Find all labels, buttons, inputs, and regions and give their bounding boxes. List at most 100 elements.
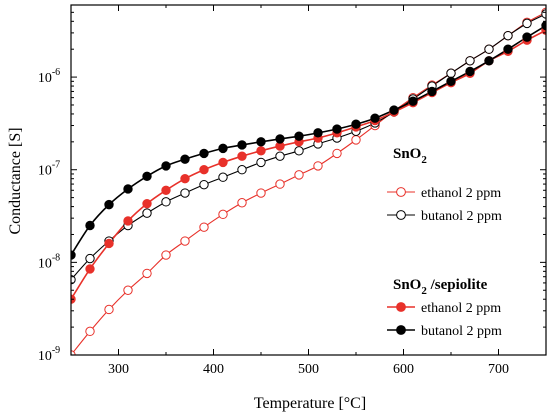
legend-marker xyxy=(396,325,406,335)
series-1-point xyxy=(503,30,513,41)
series-3-point xyxy=(123,184,133,194)
series-0-point xyxy=(123,285,133,295)
series-1-point xyxy=(446,68,456,78)
legend-heading-main: SnO xyxy=(393,277,421,293)
series-1-point xyxy=(294,146,304,156)
series-line-1 xyxy=(71,13,546,281)
y-axis-ticks: 10-910-810-710-6 xyxy=(38,11,546,364)
series-0-point xyxy=(104,304,114,315)
y-tick-base: 10 xyxy=(38,349,52,364)
legend-label: butanol 2 ppm xyxy=(421,324,502,339)
legend-heading-main: SnO xyxy=(393,146,421,162)
series-0-point xyxy=(313,161,323,171)
series-3-point xyxy=(142,171,152,181)
x-tick-label: 300 xyxy=(108,362,129,377)
legend-heading-sub: 2 xyxy=(421,285,427,297)
series-3-point xyxy=(104,199,114,210)
series-0-point xyxy=(332,148,342,159)
series-2-point xyxy=(123,216,133,226)
x-tick-label: 400 xyxy=(203,362,224,377)
y-axis-title: Conductance [S] xyxy=(7,127,24,234)
series-0-point xyxy=(237,198,247,208)
y-tick-label: 10-8 xyxy=(38,252,60,271)
x-tick-label: 700 xyxy=(488,362,509,377)
series-3-point xyxy=(256,137,266,147)
y-tick-base: 10 xyxy=(38,71,52,86)
legend-heading-suffix: /sepiolite xyxy=(427,277,488,293)
series-layer xyxy=(71,7,546,355)
series-2-point xyxy=(85,264,95,274)
series-0-point xyxy=(199,222,209,232)
legend-group-heading: SnO2 xyxy=(393,146,427,166)
series-1-point xyxy=(256,157,266,168)
series-0-point xyxy=(218,209,228,220)
y-tick-exponent: -9 xyxy=(52,345,60,356)
series-1-point xyxy=(85,253,95,264)
legend-marker xyxy=(396,210,406,220)
series-3-point xyxy=(408,96,418,106)
series-3-point xyxy=(180,154,190,164)
series-2-point xyxy=(161,185,171,195)
series-3-point xyxy=(522,32,532,42)
plot-area xyxy=(70,4,547,356)
x-tick-label: 500 xyxy=(298,362,319,377)
series-0-point xyxy=(180,236,190,246)
x-axis-ticks: 300 400 500 600 700 xyxy=(70,5,547,377)
series-1-point xyxy=(161,197,171,207)
y-tick-base: 10 xyxy=(38,256,52,271)
series-3-point xyxy=(389,105,399,115)
series-3-point xyxy=(237,140,247,150)
series-2-point xyxy=(256,146,266,156)
series-3-point xyxy=(465,66,475,77)
series-3-point xyxy=(351,119,361,129)
series-3-point xyxy=(370,113,380,123)
x-axis-title: Temperature [°C] xyxy=(254,395,366,412)
y-tick-base: 10 xyxy=(38,164,52,179)
legend-marker xyxy=(396,187,406,197)
series-2-point xyxy=(180,174,190,184)
y-tick-exponent: -8 xyxy=(52,252,60,263)
series-2-point xyxy=(199,165,209,175)
series-1-point xyxy=(199,179,209,190)
series-3-point xyxy=(446,76,456,87)
y-tick-label: 10-9 xyxy=(38,345,60,364)
series-0-point xyxy=(142,268,152,279)
series-2-point xyxy=(142,198,152,209)
series-line-2 xyxy=(71,29,546,300)
y-tick-label: 10-7 xyxy=(38,160,60,179)
series-0-point xyxy=(294,170,304,180)
series-1-point xyxy=(142,208,152,218)
series-1-point xyxy=(465,56,475,66)
legend-heading-sub: 2 xyxy=(421,154,427,166)
series-3-point xyxy=(332,124,342,134)
y-tick-exponent: -6 xyxy=(52,67,60,78)
x-tick-label: 600 xyxy=(393,362,414,377)
legend-label: butanol 2 ppm xyxy=(421,209,502,224)
series-3-point xyxy=(503,44,513,54)
legend-label: ethanol 2 ppm xyxy=(421,186,501,201)
legend-marker xyxy=(396,302,406,312)
series-3-point xyxy=(294,131,304,141)
y-tick-label: 10-6 xyxy=(38,67,60,86)
series-0-point xyxy=(275,179,285,189)
series-3-point xyxy=(218,143,228,154)
series-3-point xyxy=(427,86,437,97)
series-3-point xyxy=(484,56,494,66)
series-1-point xyxy=(522,18,532,29)
series-1-point xyxy=(275,151,285,161)
series-2-point xyxy=(237,151,247,161)
series-2-point xyxy=(104,238,114,249)
series-1-point xyxy=(237,165,247,175)
series-1-point xyxy=(484,44,494,54)
series-1-point xyxy=(218,172,228,182)
series-3-point xyxy=(275,134,285,144)
series-0-point xyxy=(256,188,266,198)
series-1-point xyxy=(180,188,190,198)
series-2-point xyxy=(218,157,228,168)
series-3-point xyxy=(313,128,323,138)
series-0-point xyxy=(161,250,171,260)
series-3-point xyxy=(199,148,209,159)
series-0-point xyxy=(85,326,95,337)
